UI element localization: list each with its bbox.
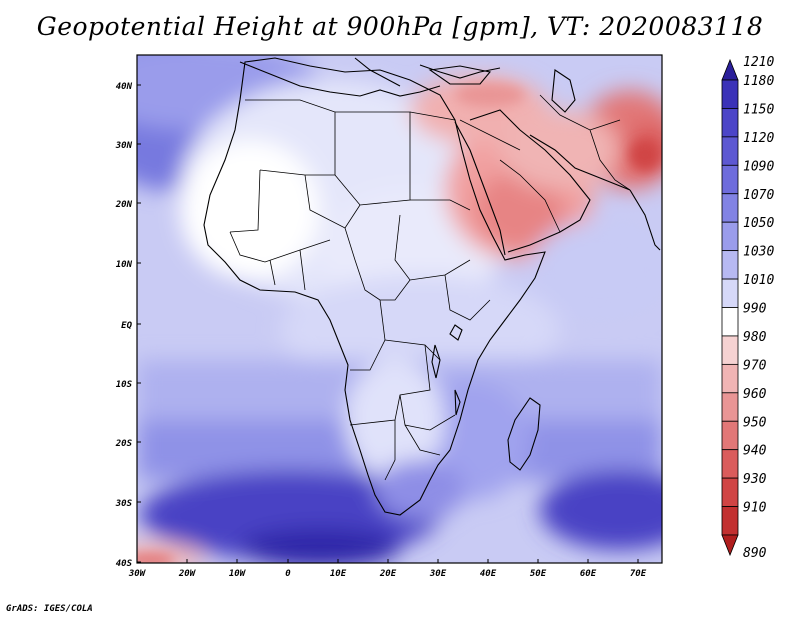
lat-label-20n: 20N (115, 200, 133, 210)
lon-label-50e: 50E (530, 569, 547, 579)
colorbar-swatch (721, 449, 739, 479)
lat-label-40s: 40S (116, 559, 133, 569)
colorbar-swatch (721, 307, 739, 337)
lat-label-30n: 30N (115, 141, 133, 151)
colorbar-label: 960 (743, 387, 767, 402)
colorbar-label: 980 (743, 330, 767, 345)
colorbar-swatch (721, 193, 739, 223)
colorbar-label: 910 (743, 501, 767, 516)
plot-frame (136, 54, 663, 564)
colorbar-label: 950 (743, 415, 767, 430)
country-borders (229, 94, 631, 481)
map-title: Geopotential Height at 900hPa [gpm], VT:… (36, 12, 764, 41)
height-field (137, 55, 662, 563)
axis-ticks (136, 84, 639, 563)
colorbar-swatch (721, 250, 739, 280)
colorbar-label: 1050 (743, 216, 774, 231)
colorbar-swatch (721, 363, 739, 394)
grads-credit: GrADS: IGES/COLA (6, 604, 93, 614)
colorbar-swatch (721, 278, 739, 308)
lat-label-30s: 30S (115, 499, 133, 509)
lon-label-10e: 10E (330, 569, 347, 579)
lon-label-20w: 20W (178, 569, 197, 579)
coastlines (203, 57, 661, 516)
colorbar-swatch (721, 79, 739, 109)
colorbar-label: 1030 (743, 245, 774, 260)
colorbar-label: 930 (743, 472, 767, 487)
lat-label-eq: EQ (121, 321, 132, 331)
lon-label-10w: 10W (229, 569, 247, 579)
colorbar-swatch (721, 477, 739, 507)
colorbar-label: 1150 (743, 102, 774, 117)
colorbar-swatch (721, 335, 739, 365)
lon-label-20e: 20E (379, 569, 397, 579)
colorbar-swatch (721, 392, 739, 422)
lon-label-30e: 30E (429, 569, 447, 579)
colorbar-swatch (721, 164, 739, 195)
colorbar-swatch (721, 506, 739, 536)
lat-label-10s: 10S (116, 380, 133, 390)
colorbar-label: 970 (743, 358, 767, 373)
lon-label-60e: 60E (580, 569, 597, 579)
colorbar-top-arrow (721, 58, 739, 81)
colorbar-label: 1010 (743, 273, 774, 288)
colorbar-label: 940 (743, 444, 767, 459)
colorbar-swatch (721, 420, 739, 451)
lat-label-40n: 40N (116, 82, 133, 92)
colorbar-bottom-arrow (721, 534, 739, 557)
colorbar-label: 1120 (743, 131, 774, 146)
colorbar: 1210 1180 1150 1120 1090 1070 1050 1030 1010 990 9… (721, 55, 774, 561)
x-axis: 30W 20W 10W 0 10E 20E 30E 40E 50E 60E 70… (128, 569, 647, 579)
colorbar-swatch (721, 221, 739, 252)
colorbar-label: 1180 (743, 74, 774, 89)
colorbar-label: 1210 (743, 55, 774, 70)
lon-label-30w: 30W (128, 569, 147, 579)
colorbar-label: 990 (743, 302, 767, 317)
lat-label-10n: 10N (116, 260, 133, 270)
colorbar-label: 1090 (743, 159, 774, 174)
lon-label-70e: 70E (630, 569, 647, 579)
colorbar-label: 1070 (743, 188, 774, 203)
colorbar-label: 890 (743, 546, 767, 561)
colorbar-swatch (721, 108, 739, 138)
lon-label-0: 0 (285, 569, 291, 579)
lat-label-20s: 20S (115, 439, 133, 449)
colorbar-swatch (721, 136, 739, 166)
lon-label-40e: 40E (480, 569, 497, 579)
y-axis: 40N 30N 20N 10N EQ 10S 20S 30S 40S (115, 82, 133, 569)
